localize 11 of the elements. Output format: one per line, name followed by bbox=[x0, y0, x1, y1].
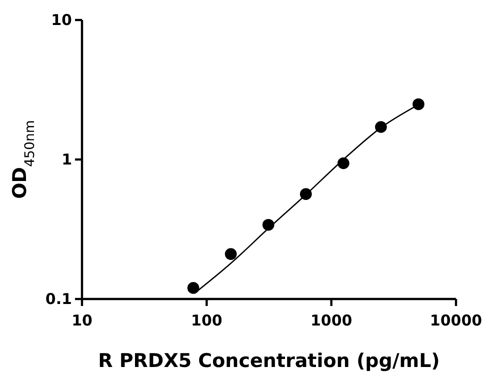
x-tick-label: 10 bbox=[72, 312, 92, 330]
x-axis-title: R PRDX5 Concentration (pg/mL) bbox=[98, 350, 440, 372]
point bbox=[224, 248, 237, 260]
point bbox=[412, 98, 424, 110]
x-tick-label: 10000 bbox=[430, 312, 482, 330]
y-tick-label: 0.1 bbox=[45, 290, 72, 308]
y-tick-label: 10 bbox=[51, 10, 72, 29]
x-tick-label: 1000 bbox=[310, 312, 352, 330]
point bbox=[187, 282, 200, 294]
x-tick-label: 100 bbox=[191, 312, 222, 330]
y-tick-label: 1 bbox=[62, 150, 72, 168]
